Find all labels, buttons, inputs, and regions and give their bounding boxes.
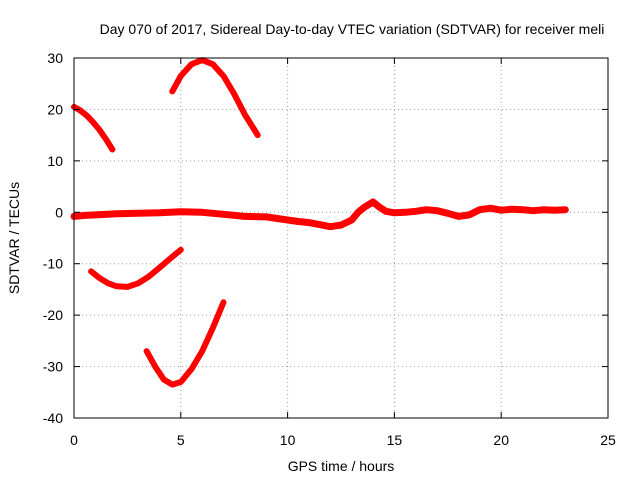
x-tick-label: 10 — [280, 432, 296, 448]
y-tick-label: 0 — [55, 204, 63, 220]
x-tick-label: 25 — [600, 432, 616, 448]
series-group — [70, 57, 569, 388]
series-track-main — [70, 198, 569, 231]
x-tick-label: 0 — [70, 432, 78, 448]
series-track-d — [143, 299, 227, 388]
y-axis-label: SDTVAR / TECUs — [6, 182, 22, 294]
series-track-b — [169, 57, 261, 139]
ticks — [73, 57, 609, 419]
y-tick-label: -10 — [43, 256, 63, 272]
y-tick-label: 20 — [47, 101, 63, 117]
y-tick-label: 30 — [47, 50, 63, 66]
series-track-c — [88, 246, 184, 290]
y-tick-label: -20 — [43, 307, 63, 323]
plot-frame — [73, 57, 609, 419]
y-tick-labels: -40 -30 -20 -10 0 10 20 30 — [43, 50, 63, 426]
x-tick-label: 5 — [177, 432, 185, 448]
y-tick-label: -40 — [43, 410, 63, 426]
y-tick-label: 10 — [47, 153, 63, 169]
x-tick-label: 20 — [493, 432, 509, 448]
x-tick-labels: 0 5 10 15 20 25 — [70, 432, 616, 448]
y-tick-label: -30 — [43, 359, 63, 375]
x-axis-label: GPS time / hours — [288, 458, 395, 474]
x-tick-label: 15 — [387, 432, 403, 448]
chart-title: Day 070 of 2017, Sidereal Day-to-day VTE… — [100, 21, 605, 37]
series-track-a — [71, 103, 116, 153]
